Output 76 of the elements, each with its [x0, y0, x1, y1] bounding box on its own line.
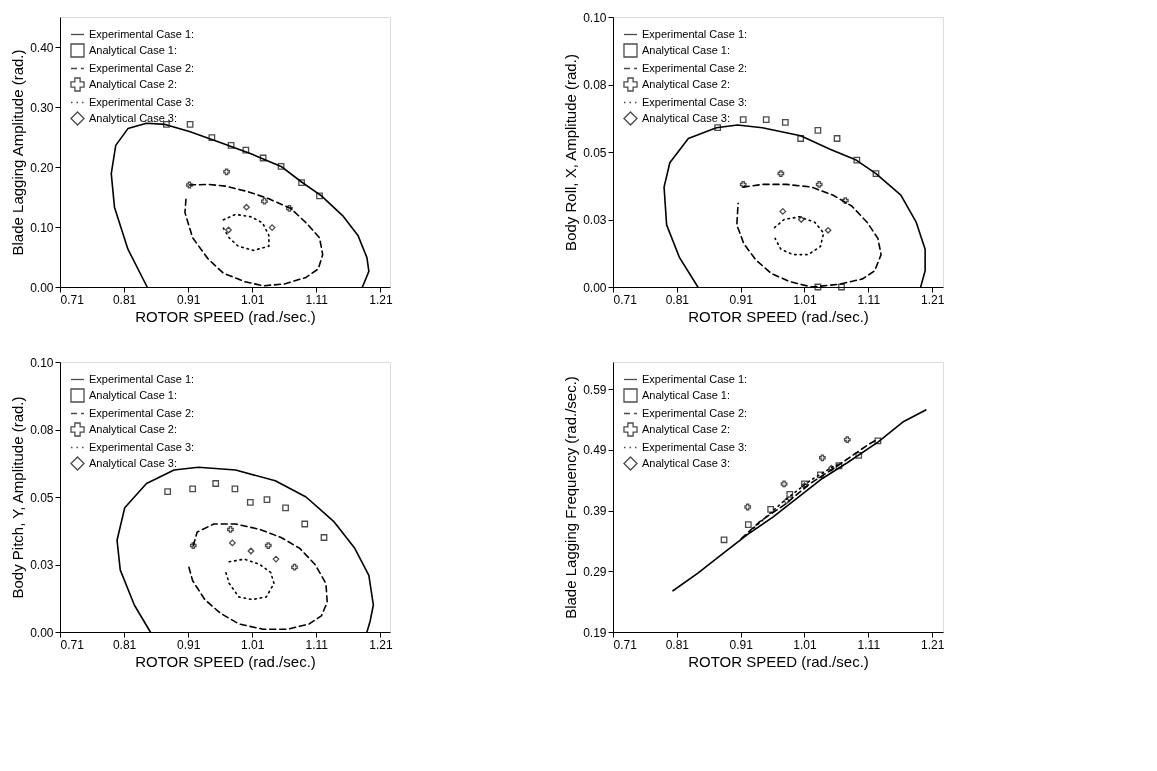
x-tick-label: 1.01	[241, 637, 265, 652]
x-axis-title: ROTOR SPEED (rad./sec.)	[688, 307, 869, 325]
y-tick-label: 0.59	[583, 382, 607, 397]
x-tick-label: 1.11	[305, 292, 329, 307]
x-tick-label: 1.01	[793, 292, 817, 307]
y-tick-label: 0.19	[583, 625, 607, 640]
legend-label: Experimental Case 2:	[642, 406, 748, 419]
y-tick-label: 0.00	[30, 625, 54, 640]
x-tick-label: 1.11	[857, 292, 881, 307]
legend-label: Analytical Case 1:	[89, 43, 178, 56]
legend-label: Experimental Case 2:	[642, 61, 748, 74]
y-tick-label: 0.20	[30, 160, 54, 175]
x-tick-label: 0.81	[112, 292, 137, 307]
legend-label: Experimental Case 1:	[89, 372, 195, 385]
x-tick-label: 0.71	[60, 637, 85, 652]
y-axis-title: Body Pitch, Y, Amplitude (rad.)	[9, 396, 27, 599]
legend-label: Analytical Case 3:	[642, 456, 731, 469]
x-tick-label: 0.71	[613, 637, 638, 652]
legend-label: Experimental Case 1:	[642, 27, 748, 40]
x-tick-label: 1.11	[305, 637, 329, 652]
legend-label: Analytical Case 1:	[642, 388, 731, 401]
legend-label: Analytical Case 3:	[89, 456, 178, 469]
x-tick-label: 1.21	[369, 292, 393, 307]
x-tick-label: 0.91	[176, 292, 201, 307]
x-tick-label: 0.91	[176, 637, 201, 652]
x-axis-title: ROTOR SPEED (rad./sec.)	[688, 652, 869, 670]
legend-label: Analytical Case 1:	[642, 43, 731, 56]
x-tick-label: 1.01	[241, 292, 265, 307]
x-axis-title: ROTOR SPEED (rad./sec.)	[135, 307, 316, 325]
y-axis-title: Blade Lagging Frequency (rad./sec.)	[562, 376, 580, 619]
legend-label: Experimental Case 3:	[89, 95, 195, 108]
x-tick-label: 1.01	[793, 637, 817, 652]
legend-label: Experimental Case 3:	[642, 95, 748, 108]
legend-label: Experimental Case 1:	[89, 27, 195, 40]
x-tick-label: 0.81	[112, 637, 137, 652]
y-tick-label: 0.49	[583, 443, 607, 458]
y-axis-title: Blade Lagging Amplitude (rad.)	[9, 49, 27, 256]
legend-label: Experimental Case 1:	[642, 372, 748, 385]
y-tick-label: 0.10	[30, 220, 54, 235]
x-tick-label: 0.91	[729, 292, 754, 307]
x-tick-label: 1.21	[920, 292, 945, 307]
x-axis-title: ROTOR SPEED (rad./sec.)	[135, 652, 316, 670]
legend-label: Experimental Case 2:	[89, 61, 195, 74]
y-axis-title: Body Roll, X, Amplitude (rad.)	[562, 54, 580, 251]
legend-label: Analytical Case 2:	[642, 77, 731, 90]
legend-label: Analytical Case 1:	[89, 388, 178, 401]
y-tick-label: 0.05	[583, 145, 607, 160]
y-tick-label: 0.30	[30, 100, 54, 115]
y-tick-label: 0.00	[30, 280, 54, 295]
legend-label: Analytical Case 3:	[642, 111, 731, 124]
y-tick-label: 0.00	[583, 280, 607, 295]
y-tick-label: 0.08	[30, 423, 54, 437]
x-tick-label: 0.91	[729, 637, 754, 652]
legend-label: Experimental Case 2:	[89, 406, 195, 419]
x-tick-label: 0.81	[665, 292, 690, 307]
x-tick-label: 0.81	[665, 637, 690, 652]
y-tick-label: 0.03	[583, 213, 607, 227]
legend-label: Analytical Case 2:	[89, 77, 178, 90]
x-tick-label: 0.71	[613, 292, 638, 307]
y-tick-label: 0.08	[583, 78, 607, 92]
x-tick-label: 1.21	[920, 637, 945, 652]
legend-label: Experimental Case 3:	[89, 440, 195, 453]
y-tick-label: 0.10	[30, 355, 54, 370]
legend-label: Analytical Case 2:	[642, 422, 731, 435]
x-tick-label: 1.11	[857, 637, 881, 652]
y-tick-label: 0.03	[30, 558, 54, 572]
y-tick-label: 0.05	[30, 490, 54, 505]
legend-label: Analytical Case 2:	[89, 422, 178, 435]
x-tick-label: 1.21	[369, 637, 393, 652]
y-tick-label: 0.10	[583, 10, 607, 25]
legend-label: Experimental Case 3:	[642, 440, 748, 453]
y-tick-label: 0.29	[583, 564, 607, 579]
y-tick-label: 0.40	[30, 40, 54, 55]
legend-label: Analytical Case 3:	[89, 111, 178, 124]
x-tick-label: 0.71	[60, 292, 85, 307]
y-tick-label: 0.39	[583, 504, 607, 519]
